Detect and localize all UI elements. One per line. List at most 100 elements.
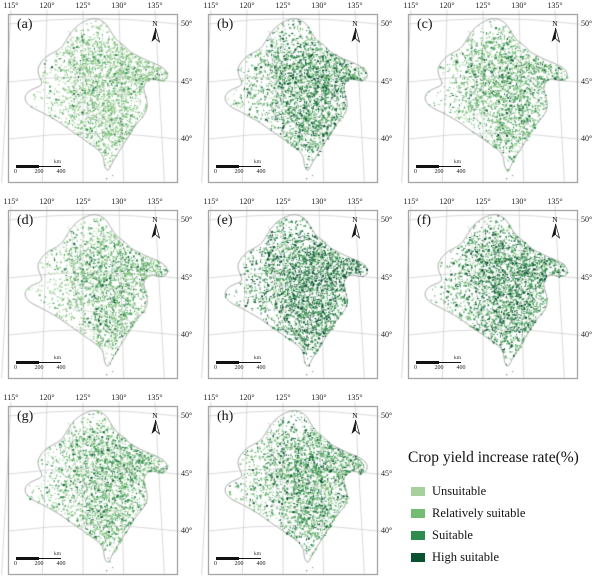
panel-letter: (b) xyxy=(217,17,234,32)
scale-tick-label: 400 xyxy=(56,169,66,175)
scale-bar-segment xyxy=(16,361,39,364)
scale-tick-label: 0 xyxy=(14,365,17,371)
lon-tick-label: 120° xyxy=(239,1,255,10)
scale-bar-segment xyxy=(216,165,239,168)
lon-tick-label: 125° xyxy=(75,393,91,402)
scale-unit-label: km xyxy=(54,355,62,361)
scale-bar-segment xyxy=(239,558,261,559)
lon-tick-label: 130° xyxy=(111,197,127,206)
scale-bar-segment xyxy=(416,361,439,364)
lon-tick-label: 130° xyxy=(311,1,327,10)
scale-bar-segment xyxy=(439,362,461,363)
map-canvas xyxy=(0,392,200,586)
lon-tick-label: 135° xyxy=(547,1,563,10)
panel-letter: (a) xyxy=(17,17,33,32)
north-label: N xyxy=(352,19,358,28)
north-indicator: N xyxy=(147,216,163,241)
lat-tick-label: 40° xyxy=(381,134,393,143)
scale-tick-label: 400 xyxy=(256,169,266,175)
scale-unit-label: km xyxy=(254,159,262,165)
legend-item: Suitable xyxy=(411,524,525,546)
map-canvas xyxy=(400,196,600,392)
scale-tick-label: 400 xyxy=(256,561,266,567)
scale-bar: km 0 200 400 xyxy=(14,355,80,375)
panel-letter: (h) xyxy=(217,409,234,424)
scale-tick-label: 0 xyxy=(214,365,217,371)
scale-tick-label: 0 xyxy=(214,561,217,567)
lon-tick-label: 120° xyxy=(439,1,455,10)
lat-tick-label: 50° xyxy=(581,19,593,28)
scale-bar: km 0 200 400 xyxy=(214,159,280,179)
map-panel-c: 115° 120° 125° 130° 135° 50° 45° 40° (c)… xyxy=(400,0,600,196)
lon-tick-label: 115° xyxy=(203,393,219,402)
scale-tick-label: 0 xyxy=(214,169,217,175)
lon-tick-label: 135° xyxy=(147,197,163,206)
map-panel-e: 115° 120° 125° 130° 135° 50° 45° 40° (e)… xyxy=(200,196,400,392)
lat-tick-label: 50° xyxy=(181,19,193,28)
lon-tick-label: 125° xyxy=(275,393,291,402)
legend-item-label: Suitable xyxy=(432,527,473,542)
lon-tick-label: 135° xyxy=(347,1,363,10)
lon-tick-label: 120° xyxy=(439,197,455,206)
map-legend: Crop yield increase rate(%) Unsuitable R… xyxy=(400,392,600,586)
north-indicator: N xyxy=(347,412,363,437)
scale-bar-segment xyxy=(416,165,439,168)
scale-tick-label: 200 xyxy=(34,561,44,567)
lon-tick-label: 125° xyxy=(475,1,491,10)
scale-unit-label: km xyxy=(254,551,262,557)
north-arrow-icon xyxy=(351,28,360,43)
lat-tick-label: 40° xyxy=(381,526,393,535)
lon-tick-label: 135° xyxy=(347,197,363,206)
lon-tick-label: 115° xyxy=(3,1,19,10)
lon-tick-label: 125° xyxy=(475,197,491,206)
scale-bar-segment xyxy=(16,165,39,168)
lat-tick-label: 40° xyxy=(581,134,593,143)
scale-unit-label: km xyxy=(54,159,62,165)
scale-unit-label: km xyxy=(454,355,462,361)
lon-tick-label: 125° xyxy=(275,1,291,10)
legend-swatch-relatively-suitable xyxy=(411,508,425,518)
lat-tick-label: 50° xyxy=(381,215,393,224)
lat-tick-label: 40° xyxy=(181,134,193,143)
lon-tick-label: 115° xyxy=(203,197,219,206)
panel-letter: (e) xyxy=(217,213,233,228)
lat-tick-label: 50° xyxy=(181,215,193,224)
scale-tick-label: 200 xyxy=(234,561,244,567)
scale-tick-label: 200 xyxy=(234,169,244,175)
scale-unit-label: km xyxy=(54,551,62,557)
lon-tick-label: 115° xyxy=(3,393,19,402)
lat-tick-label: 40° xyxy=(181,526,193,535)
legend-items: Unsuitable Relatively suitable Suitable … xyxy=(411,480,525,568)
scale-tick-label: 0 xyxy=(414,169,417,175)
map-panel-a: 115° 120° 125° 130° 135° 50° 45° 40° (a)… xyxy=(0,0,200,196)
map-panel-h: 115° 120° 125° 130° 135° 50° 45° 40° (h)… xyxy=(200,392,400,586)
panel-letter: (f) xyxy=(417,213,431,228)
panel-letter: (c) xyxy=(417,17,433,32)
lon-tick-label: 130° xyxy=(511,197,527,206)
lon-tick-label: 130° xyxy=(311,393,327,402)
lat-tick-label: 40° xyxy=(581,330,593,339)
panel-letter: (d) xyxy=(17,213,34,228)
north-label: N xyxy=(152,411,158,420)
scale-tick-label: 400 xyxy=(256,365,266,371)
north-arrow-icon xyxy=(351,420,360,435)
map-canvas xyxy=(0,196,200,392)
north-label: N xyxy=(352,411,358,420)
north-indicator: N xyxy=(547,216,563,241)
lon-tick-label: 135° xyxy=(147,393,163,402)
lon-tick-label: 120° xyxy=(39,1,55,10)
map-panel-d: 115° 120° 125° 130° 135° 50° 45° 40° (d)… xyxy=(0,196,200,392)
scale-tick-label: 400 xyxy=(56,561,66,567)
lon-tick-label: 130° xyxy=(311,197,327,206)
lat-tick-label: 40° xyxy=(381,330,393,339)
scale-bar-segment xyxy=(239,362,261,363)
scale-tick-label: 200 xyxy=(34,365,44,371)
north-indicator: N xyxy=(147,412,163,437)
scale-tick-label: 400 xyxy=(456,169,466,175)
scale-bar-segment xyxy=(216,361,239,364)
legend-swatch-high-suitable xyxy=(411,552,425,562)
north-label: N xyxy=(152,215,158,224)
scale-tick-label: 400 xyxy=(456,365,466,371)
lat-tick-label: 50° xyxy=(381,19,393,28)
lat-tick-label: 45° xyxy=(181,469,193,478)
